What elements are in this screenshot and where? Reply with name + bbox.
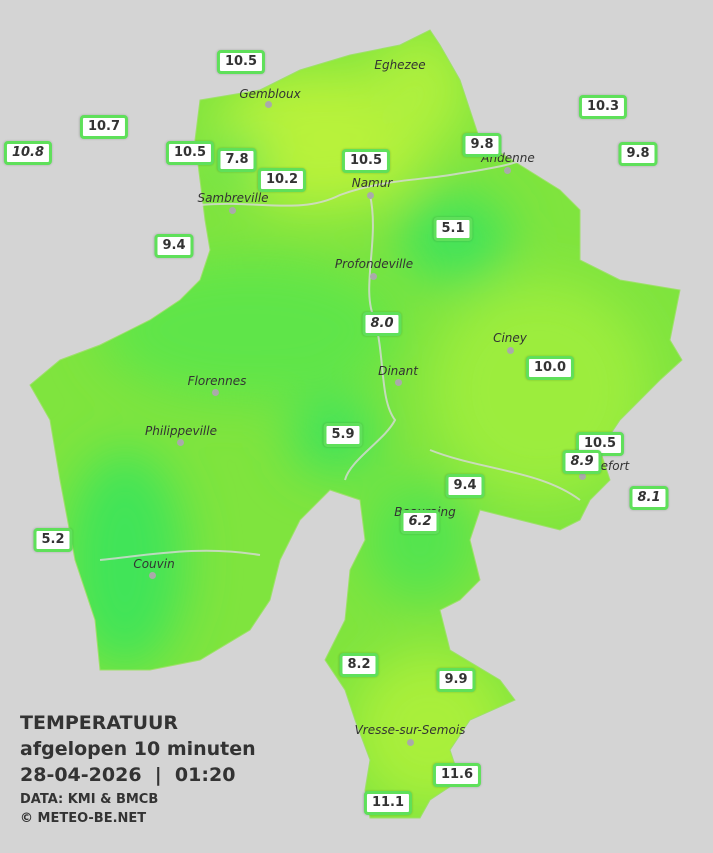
source: DATA: KMI & BMCB	[20, 792, 159, 807]
town-label: Sambreville	[197, 191, 269, 205]
town-label: Dinant	[378, 364, 418, 378]
station-label: 8.0	[362, 312, 402, 336]
station-label: 9.4	[445, 474, 485, 498]
timestamp: 28-04-2026 | 01:20	[20, 764, 236, 786]
town-dot	[406, 738, 414, 746]
town-label: Gembloux	[239, 87, 301, 101]
station-label: 5.9	[323, 423, 363, 447]
town-dot	[228, 206, 236, 214]
station-label: 10.5	[165, 141, 215, 165]
station-label: 8.9	[562, 450, 602, 474]
town-dot	[506, 346, 514, 354]
station-label: 10.8	[3, 141, 53, 165]
station-label: 6.2	[400, 510, 440, 534]
station-label: 8.2	[339, 653, 379, 677]
rivers-borders	[99, 154, 581, 561]
town-label: Couvin	[133, 557, 175, 571]
station-label: 10.3	[578, 95, 628, 119]
station-label: 9.9	[436, 668, 476, 692]
station-label: 11.1	[363, 791, 413, 815]
town-label: Ciney	[493, 331, 527, 345]
station-label: 10.2	[257, 168, 307, 192]
town-label: Namur	[351, 176, 393, 190]
station-label: 9.4	[154, 234, 194, 258]
station-label: 10.5	[341, 149, 391, 173]
title: TEMPERATUUR	[20, 712, 179, 734]
town-dot	[578, 472, 586, 480]
station-label: 9.8	[462, 133, 502, 157]
station-label: 8.1	[629, 486, 669, 510]
station-label: 7.8	[217, 148, 257, 172]
town-dot	[211, 388, 219, 396]
town-label: Philippeville	[145, 424, 217, 438]
station-label: 5.2	[33, 528, 73, 552]
town-label: Florennes	[187, 374, 247, 388]
credit: © METEO-BE.NET	[20, 811, 147, 826]
town-label: Eghezee	[374, 58, 426, 72]
town-dot	[264, 100, 272, 108]
town-dot	[503, 166, 511, 174]
station-label: 10.5	[216, 50, 266, 74]
town-dot	[366, 191, 374, 199]
town-dot	[148, 571, 156, 579]
town-dot	[176, 438, 184, 446]
town-label: Profondeville	[334, 257, 414, 271]
town-label: Vresse-sur-Semois	[354, 723, 466, 737]
station-label: 11.6	[432, 763, 482, 787]
town-dot	[394, 378, 402, 386]
station-label: 10.7	[79, 115, 129, 139]
station-label: 10.0	[525, 356, 575, 380]
subtitle: afgelopen 10 minuten	[20, 738, 256, 760]
station-label: 5.1	[433, 217, 473, 241]
station-label: 9.8	[618, 142, 658, 166]
town-dot	[369, 272, 377, 280]
